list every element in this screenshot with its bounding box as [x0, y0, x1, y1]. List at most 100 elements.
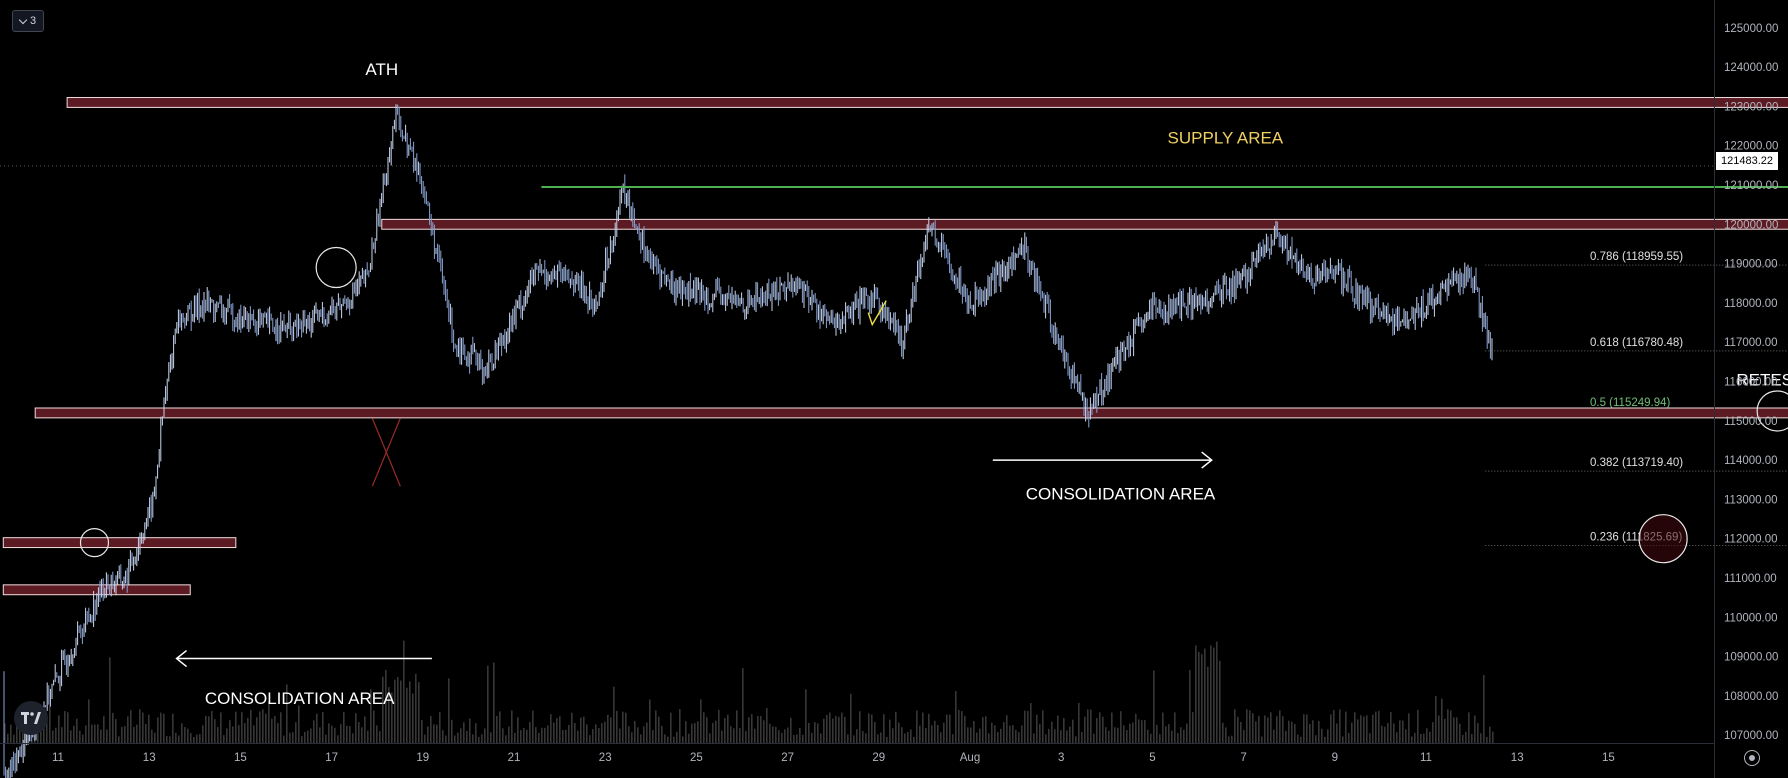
volume-bar: [1216, 641, 1218, 743]
volume-bar: [112, 712, 114, 743]
volume-bar: [943, 722, 945, 743]
volume-bar: [706, 717, 708, 743]
volume-bar: [904, 733, 906, 743]
time-tick-label: 23: [599, 752, 612, 764]
volume-bar: [121, 726, 123, 743]
volume-bar: [568, 724, 570, 743]
time-tick-label: 5: [1149, 752, 1155, 764]
volume-bar: [1147, 729, 1149, 743]
volume-bar: [1429, 731, 1431, 743]
volume-bar: [589, 735, 591, 743]
volume-bar: [1228, 736, 1230, 743]
volume-bar: [973, 721, 975, 743]
volume-bar: [142, 712, 144, 743]
volume-bar: [1441, 698, 1443, 743]
volume-bar: [610, 717, 612, 743]
volume-bar: [1009, 725, 1011, 743]
volume-bar: [565, 729, 567, 743]
volume-bar: [1198, 651, 1200, 743]
volume-bar: [916, 710, 918, 743]
price-axis-separator: [1714, 0, 1715, 778]
volume-bar: [997, 731, 999, 743]
volume-bar: [391, 692, 393, 743]
volume-bar: [481, 734, 483, 743]
highlight-circle: [1638, 514, 1688, 564]
volume-bar: [790, 717, 792, 743]
volume-bar: [73, 725, 75, 743]
volume-bar: [1333, 710, 1335, 743]
volume-bar: [1435, 695, 1437, 743]
volume-bar: [1201, 654, 1203, 743]
annotation-label: CONSOLIDATION AREA: [1026, 484, 1216, 503]
volume-bar: [1222, 722, 1224, 743]
volume-bar: [439, 712, 441, 743]
volume-bar: [1360, 715, 1362, 743]
volume-bar: [631, 732, 633, 743]
volume-bar: [79, 730, 81, 743]
settings-gear-icon[interactable]: [1744, 750, 1760, 766]
volume-bar: [337, 735, 339, 743]
volume-bar: [448, 678, 450, 743]
volume-bar: [193, 736, 195, 743]
volume-bar: [520, 730, 522, 743]
time-tick-label: 29: [872, 752, 885, 764]
time-tick-label: 11: [52, 752, 64, 764]
volume-bar: [847, 734, 849, 743]
volume-bar: [910, 729, 912, 743]
volume-bar: [1261, 736, 1263, 743]
volume-bar: [571, 712, 573, 743]
tradingview-logo-icon[interactable]: [14, 701, 48, 735]
interval-dropdown-button[interactable]: 3: [12, 10, 44, 32]
volume-bar: [1399, 720, 1401, 743]
volume-bar: [988, 733, 990, 743]
volume-bar: [397, 677, 399, 743]
volume-bar: [115, 719, 117, 743]
volume-bar: [985, 716, 987, 743]
volume-bar: [919, 725, 921, 743]
volume-bar: [1369, 733, 1371, 743]
volume-bar: [1174, 712, 1176, 743]
volume-histogram: [4, 640, 1494, 743]
volume-bar: [124, 725, 126, 743]
volume-bar: [682, 736, 684, 743]
volume-bar: [1111, 712, 1113, 743]
volume-bar: [367, 730, 369, 743]
volume-bar: [811, 732, 813, 743]
time-tick-label: 9: [1332, 752, 1338, 764]
volume-bar: [679, 709, 681, 743]
time-tick-label: 21: [508, 752, 521, 764]
volume-bar: [1489, 726, 1491, 743]
volume-bar: [1273, 729, 1275, 743]
volume-bar: [976, 732, 978, 743]
volume-bar: [427, 726, 429, 743]
volume-bar: [850, 693, 852, 743]
volume-bar: [274, 715, 276, 743]
volume-bar: [1285, 730, 1287, 743]
volume-bar: [862, 731, 864, 743]
volume-bar: [262, 709, 264, 743]
volume-bar: [913, 736, 915, 743]
volume-bar: [223, 735, 225, 743]
volume-bar: [781, 732, 783, 743]
volume-bar: [463, 722, 465, 743]
volume-bar: [688, 733, 690, 743]
volume-bar: [895, 711, 897, 743]
volume-bar: [742, 668, 744, 743]
volume-bar: [1108, 730, 1110, 743]
volume-bar: [100, 729, 102, 743]
volume-bar: [721, 730, 723, 743]
volume-bar: [466, 730, 468, 743]
volume-bar: [994, 725, 996, 743]
volume-bar: [136, 724, 138, 743]
volume-bar: [871, 714, 873, 743]
volume-bar: [1336, 723, 1338, 743]
volume-bar: [1135, 713, 1137, 743]
volume-bar: [964, 715, 966, 743]
volume-bar: [1387, 722, 1389, 743]
arrow-head: [175, 649, 188, 668]
zone-rectangle: [381, 218, 1788, 230]
volume-bar: [1237, 716, 1239, 743]
volume-bar: [316, 713, 318, 743]
